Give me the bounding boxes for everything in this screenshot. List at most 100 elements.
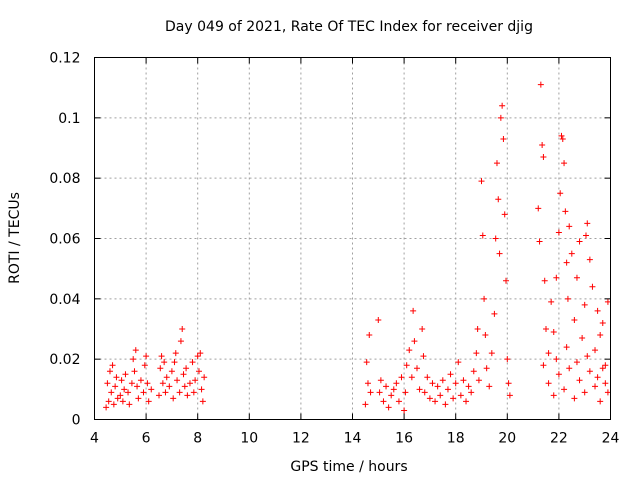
data-point — [434, 383, 441, 390]
data-point — [442, 401, 449, 408]
x-tick-label: 24 — [602, 431, 620, 447]
data-point — [166, 383, 173, 390]
data-point — [119, 398, 126, 405]
data-point — [555, 371, 562, 378]
x-tick-label: 12 — [292, 431, 310, 447]
data-point — [395, 398, 402, 405]
y-tick-label: 0.1 — [58, 111, 80, 127]
data-point — [131, 368, 138, 375]
data-point — [586, 368, 593, 375]
data-point — [132, 347, 139, 354]
data-point — [414, 365, 420, 372]
data-point — [563, 259, 570, 266]
data-point — [594, 307, 601, 314]
data-point — [470, 368, 477, 375]
data-point — [592, 383, 599, 390]
data-point — [599, 365, 606, 372]
data-point — [410, 307, 417, 314]
data-point — [479, 232, 486, 239]
data-point — [439, 377, 446, 384]
data-point — [406, 347, 413, 354]
data-point — [134, 383, 141, 390]
data-point — [143, 353, 150, 360]
data-point — [161, 359, 168, 366]
data-point — [604, 389, 611, 396]
data-point — [364, 380, 371, 387]
data-point — [586, 256, 593, 263]
data-point — [393, 380, 400, 387]
data-point — [501, 211, 508, 218]
data-point — [162, 389, 169, 396]
data-point — [550, 329, 557, 336]
data-point — [199, 398, 206, 405]
data-point — [553, 274, 560, 281]
data-point — [504, 356, 511, 363]
data-point — [576, 238, 583, 245]
data-point — [401, 407, 408, 414]
data-point — [582, 232, 589, 239]
x-tick-label: 16 — [395, 431, 413, 447]
data-point — [112, 383, 119, 390]
data-point — [156, 392, 162, 399]
data-point — [388, 392, 395, 399]
data-point — [561, 386, 568, 393]
data-point — [463, 398, 470, 405]
data-point — [183, 365, 190, 372]
data-point — [411, 338, 418, 345]
data-point — [424, 374, 431, 381]
y-tick-label: 0 — [72, 413, 81, 429]
data-point — [457, 392, 464, 399]
data-point — [460, 377, 467, 384]
data-point — [561, 160, 568, 167]
data-point — [186, 380, 193, 387]
data-point — [383, 383, 390, 390]
data-point — [543, 326, 549, 332]
data-point — [550, 392, 557, 399]
data-point — [197, 350, 204, 357]
data-point — [362, 401, 369, 408]
data-point — [158, 353, 165, 360]
data-point — [189, 359, 196, 366]
chart-title: Day 049 of 2021, Rate Of TEC Index for r… — [165, 19, 533, 35]
data-point — [128, 380, 135, 387]
data-point — [177, 338, 184, 345]
data-point — [179, 326, 186, 332]
data-point — [566, 365, 573, 372]
data-point — [500, 135, 507, 142]
data-point — [450, 395, 457, 402]
data-point — [106, 368, 113, 375]
data-point — [416, 386, 423, 393]
x-tick-label: 8 — [193, 431, 202, 447]
data-point — [536, 238, 543, 245]
data-point — [496, 250, 503, 257]
data-point — [506, 392, 513, 399]
data-point — [118, 377, 125, 384]
data-point — [126, 401, 133, 408]
x-tick-label: 18 — [447, 431, 465, 447]
data-point — [562, 208, 569, 215]
data-point — [104, 380, 111, 387]
data-point — [145, 398, 152, 405]
data-point — [390, 386, 397, 393]
data-point — [563, 344, 570, 351]
data-point — [568, 250, 575, 257]
data-point — [375, 316, 382, 323]
x-tick-label: 22 — [550, 431, 568, 447]
data-point — [491, 310, 498, 317]
y-tick-label: 0.12 — [49, 51, 80, 67]
data-point — [444, 386, 451, 393]
x-tick-label: 4 — [90, 431, 99, 447]
data-point — [432, 398, 439, 405]
data-point — [125, 389, 132, 396]
y-tick-label: 0.02 — [49, 352, 80, 368]
data-point — [602, 380, 609, 387]
x-tick-label: 14 — [344, 431, 362, 447]
data-point — [140, 389, 147, 396]
data-point — [488, 350, 495, 357]
data-point — [602, 362, 609, 369]
x-tick-label: 20 — [498, 431, 516, 447]
data-point — [597, 398, 604, 405]
data-point — [130, 356, 137, 363]
data-point — [557, 190, 564, 197]
